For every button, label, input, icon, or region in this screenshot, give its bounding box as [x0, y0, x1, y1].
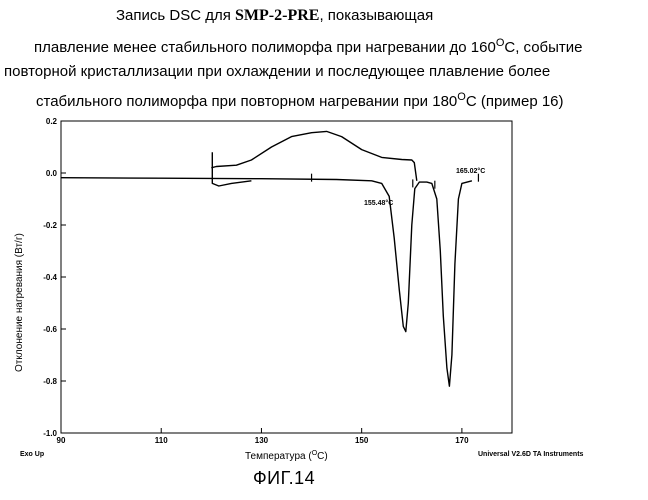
- y-tick-label: -0.2: [43, 221, 57, 230]
- y-tick-label: -1.0: [43, 429, 57, 438]
- y-tick-label: -0.4: [43, 273, 57, 282]
- x-axis-title-main: Температура (: [245, 451, 312, 462]
- x-tick-label: 90: [57, 436, 66, 445]
- y-axis-title: Отклонение нагревания (Вт/г): [14, 233, 25, 372]
- x-tick-label: 110: [155, 436, 168, 445]
- instrument-note: Universal V2.6D TA Instruments: [478, 451, 584, 458]
- x-axis-title: Температура (OC): [245, 450, 328, 462]
- marker-layer: [312, 174, 479, 189]
- x-axis-title-unit: C): [317, 451, 328, 462]
- y-axis: 0.2 0.0 -0.2 -0.4 -0.6 -0.8 -1.0: [43, 117, 66, 438]
- y-tick-label: -0.8: [43, 377, 57, 386]
- figure-label: ФИГ.14: [253, 468, 315, 489]
- dsc-series-2: [211, 131, 416, 180]
- peak-annotation-2: 165.02°C: [456, 167, 485, 175]
- y-tick-label: 0.2: [46, 117, 58, 126]
- x-axis: 90 110 130 150 170: [57, 428, 470, 445]
- series-layer: [61, 131, 472, 386]
- x-tick-label: 170: [455, 436, 469, 445]
- exo-up-note: Exo Up: [20, 451, 44, 458]
- peak-annotation-1: 155.48°C: [364, 199, 393, 207]
- x-tick-label: 130: [255, 436, 269, 445]
- y-tick-label: 0.0: [46, 169, 58, 178]
- dsc-series-1: [61, 178, 472, 387]
- y-tick-label: -0.6: [43, 325, 57, 334]
- dsc-series-3: [212, 152, 251, 186]
- plot-frame: [61, 121, 512, 433]
- x-tick-label: 150: [355, 436, 369, 445]
